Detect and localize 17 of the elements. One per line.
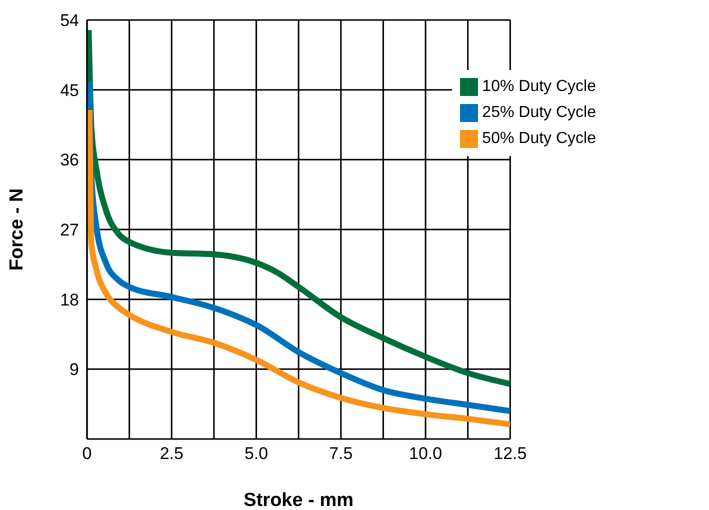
y-tick-label: 36 [60,150,79,170]
y-axis-title: Force - N [6,188,28,271]
x-tick-label: 10.0 [408,444,442,464]
y-tick-label: 18 [60,290,79,310]
x-tick-label: 12.5 [494,444,527,464]
x-tick-label: 2.5 [160,444,184,464]
x-tick-label: 7.5 [329,444,353,464]
legend-label: 50% Duty Cycle [482,130,596,147]
legend-label: 10% Duty Cycle [482,78,596,95]
x-tick-label: 5.0 [244,444,268,464]
y-tick-label: 27 [60,220,79,240]
y-tick-label: 54 [60,11,79,30]
y-tick-label: 45 [60,80,79,100]
y-tick-label: 9 [70,360,79,380]
x-tick-label: 0 [82,444,92,464]
x-axis-title: Stroke - mm [244,490,354,510]
legend-label: 25% Duty Cycle [482,104,596,121]
